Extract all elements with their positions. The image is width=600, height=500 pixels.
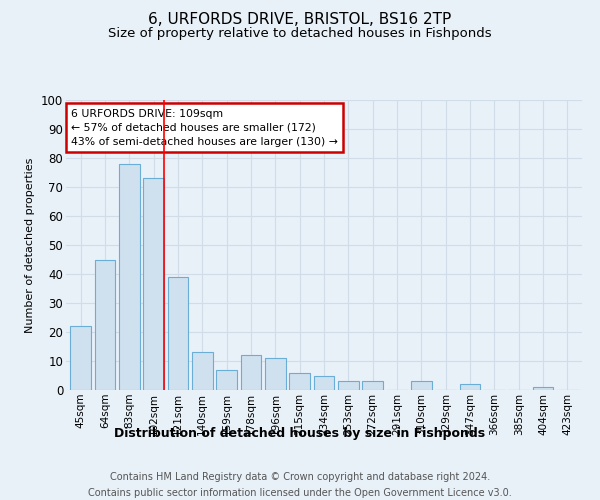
Bar <box>362 382 383 390</box>
Bar <box>314 376 334 390</box>
Text: Distribution of detached houses by size in Fishponds: Distribution of detached houses by size … <box>115 428 485 440</box>
Y-axis label: Number of detached properties: Number of detached properties <box>25 158 35 332</box>
Bar <box>338 382 359 390</box>
Bar <box>460 384 481 390</box>
Text: Contains public sector information licensed under the Open Government Licence v3: Contains public sector information licen… <box>88 488 512 498</box>
Bar <box>167 277 188 390</box>
Text: 6, URFORDS DRIVE, BRISTOL, BS16 2TP: 6, URFORDS DRIVE, BRISTOL, BS16 2TP <box>148 12 452 28</box>
Bar <box>533 387 553 390</box>
Bar <box>265 358 286 390</box>
Bar <box>143 178 164 390</box>
Bar <box>289 372 310 390</box>
Bar <box>192 352 212 390</box>
Text: Size of property relative to detached houses in Fishponds: Size of property relative to detached ho… <box>108 28 492 40</box>
Bar <box>241 355 262 390</box>
Text: Contains HM Land Registry data © Crown copyright and database right 2024.: Contains HM Land Registry data © Crown c… <box>110 472 490 482</box>
Bar <box>216 370 237 390</box>
Bar <box>70 326 91 390</box>
Text: 6 URFORDS DRIVE: 109sqm
← 57% of detached houses are smaller (172)
43% of semi-d: 6 URFORDS DRIVE: 109sqm ← 57% of detache… <box>71 108 338 146</box>
Bar <box>119 164 140 390</box>
Bar <box>95 260 115 390</box>
Bar <box>411 382 432 390</box>
